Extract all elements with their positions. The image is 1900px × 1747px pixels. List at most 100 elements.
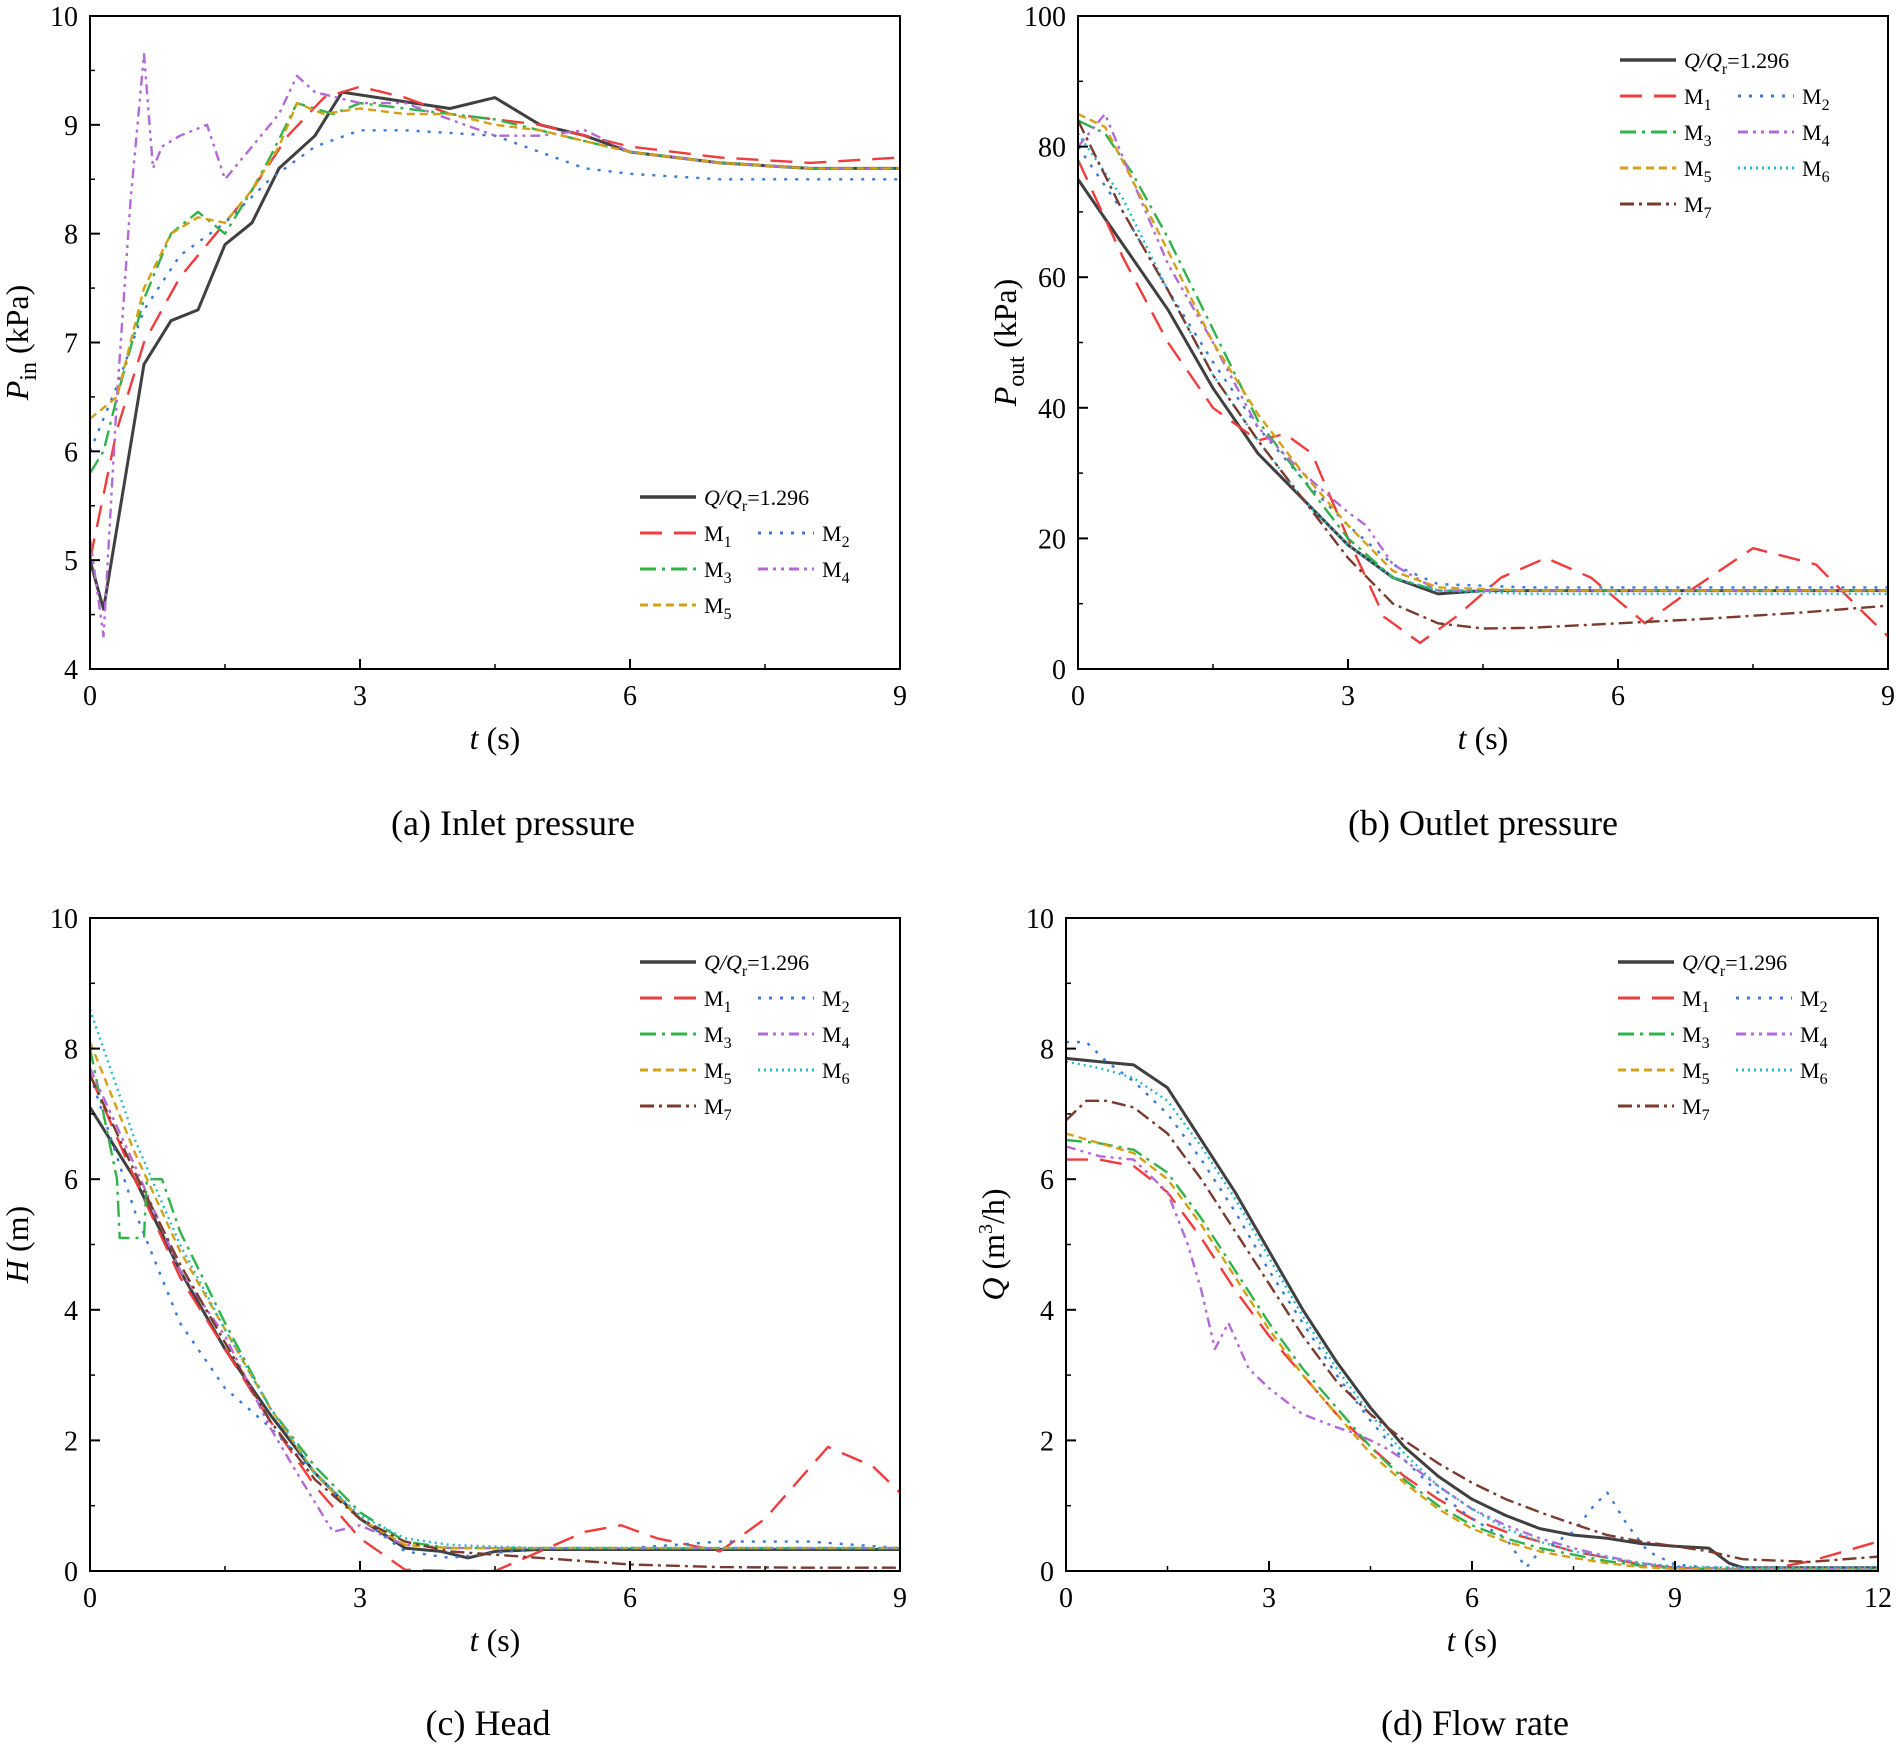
y-axis-unit-rest: /h) xyxy=(975,1188,1011,1224)
legend-entry-m4: M4 xyxy=(1736,1022,1828,1052)
legend-entry-m7: M7 xyxy=(1618,1094,1710,1124)
legend-entry-m2: M2 xyxy=(758,521,850,551)
y-axis-title: H (m) xyxy=(0,1206,35,1284)
legend-label: M6 xyxy=(1800,1058,1828,1088)
y-axis-title: Pout (kPa) xyxy=(987,279,1030,408)
legend-entry-exp: Q/Qr=1.296 xyxy=(1618,950,1787,980)
x-tick-label: 9 xyxy=(1881,681,1895,712)
legend-label: M1 xyxy=(1682,986,1710,1016)
legend-entry-m6: M6 xyxy=(1738,156,1830,186)
series-line-m4 xyxy=(90,1067,900,1550)
x-tick-label: 9 xyxy=(1668,1583,1682,1614)
y-axis-title: Q (m3/h) xyxy=(975,1188,1011,1300)
x-tick-label: 0 xyxy=(1059,1583,1073,1614)
legend-entry-m5: M5 xyxy=(640,1058,732,1088)
x-axis-title: t (s) xyxy=(470,720,521,756)
legend-label: M3 xyxy=(1682,1022,1710,1052)
legend-label: M7 xyxy=(704,1094,732,1124)
x-tick-label: 12 xyxy=(1864,1583,1892,1614)
y-tick-label: 5 xyxy=(64,546,78,577)
legend-entry-m2: M2 xyxy=(1736,986,1828,1016)
y-tick-label: 100 xyxy=(1024,2,1066,33)
y-tick-label: 8 xyxy=(64,220,78,251)
legend-label: M3 xyxy=(704,1022,732,1052)
y-tick-label: 8 xyxy=(1040,1035,1054,1066)
y-axis-unit: (kPa) xyxy=(0,285,35,362)
series-line-exp xyxy=(1066,1056,1878,1570)
legend-entry-m1: M1 xyxy=(640,521,732,551)
series-line-m5 xyxy=(1078,112,1888,592)
y-tick-label: 0 xyxy=(64,1557,78,1588)
legend-entry-exp: Q/Qr=1.296 xyxy=(640,485,809,515)
y-tick-label: 80 xyxy=(1038,133,1066,164)
series-line-m4 xyxy=(1066,1145,1878,1571)
series-line-m2 xyxy=(90,1074,900,1560)
legend-entry-m4: M4 xyxy=(1738,120,1830,150)
legend-entry-m2: M2 xyxy=(758,986,850,1016)
series-line-m7 xyxy=(90,1074,900,1569)
y-tick-label: 2 xyxy=(1040,1426,1054,1457)
series-line-m6 xyxy=(1066,1060,1878,1569)
x-axis-unit: (s) xyxy=(1467,720,1509,756)
x-axis-variable: t xyxy=(1458,720,1468,756)
series-line-m6 xyxy=(90,1009,900,1550)
y-tick-label: 40 xyxy=(1038,394,1066,425)
y-tick-label: 4 xyxy=(64,655,78,686)
legend-entry-m3: M3 xyxy=(1618,1022,1710,1052)
legend-label: M4 xyxy=(822,557,850,587)
series-line-m6 xyxy=(1078,132,1888,596)
caption-inlet-pressure: (a) Inlet pressure xyxy=(391,803,635,843)
x-tick-label: 9 xyxy=(893,681,907,712)
legend-entry-m6: M6 xyxy=(758,1058,850,1088)
x-axis-variable: t xyxy=(470,1622,480,1658)
y-tick-label: 20 xyxy=(1038,524,1066,555)
x-axis-variable: t xyxy=(1447,1622,1457,1658)
legend-label: M4 xyxy=(822,1022,850,1052)
legend-label: Q/Qr=1.296 xyxy=(1682,950,1787,980)
y-tick-label: 7 xyxy=(64,329,78,360)
legend-label: Q/Qr=1.296 xyxy=(1684,48,1789,78)
series-line-m4 xyxy=(90,52,900,638)
legend-label: M2 xyxy=(822,521,850,551)
y-axis-variable: Q xyxy=(975,1277,1011,1300)
x-tick-label: 3 xyxy=(353,1583,367,1614)
y-tick-label: 10 xyxy=(50,904,78,935)
series-line-m1 xyxy=(90,85,900,561)
series-line-m3 xyxy=(90,1048,900,1550)
x-tick-label: 6 xyxy=(623,681,637,712)
legend-entry-m4: M4 xyxy=(758,557,850,587)
legend-entry-m7: M7 xyxy=(640,1094,732,1124)
legend-label: M3 xyxy=(704,557,732,587)
legend-entry-m5: M5 xyxy=(1620,156,1712,186)
x-tick-label: 0 xyxy=(83,1583,97,1614)
series-line-m7 xyxy=(1066,1099,1878,1564)
legend-label: M7 xyxy=(1682,1094,1710,1124)
y-tick-label: 0 xyxy=(1040,1557,1054,1588)
x-tick-label: 3 xyxy=(1341,681,1355,712)
series-line-exp xyxy=(90,1106,900,1560)
x-axis-title: t (s) xyxy=(470,1622,521,1658)
panel-outlet-pressure: (b) Outlet pressure 0 3 6 9 0 20 40 60 80 100 t (s… xyxy=(987,2,1895,843)
y-tick-label: 2 xyxy=(64,1426,78,1457)
series-group xyxy=(1066,1040,1878,1571)
legend: Q/Qr=1.296 M1 M2 M3 M4 M5 M6 M7 xyxy=(640,950,850,1124)
legend-label: M1 xyxy=(704,521,732,551)
y-axis-variable: P xyxy=(987,387,1023,408)
legend-entry-exp: Q/Qr=1.296 xyxy=(1620,48,1789,78)
series-group xyxy=(90,52,900,638)
x-axis-title: t (s) xyxy=(1447,1622,1498,1658)
y-axis-variable: H xyxy=(0,1258,35,1284)
x-tick-label: 0 xyxy=(83,681,97,712)
series-group xyxy=(1078,112,1888,645)
legend-entry-m1: M1 xyxy=(1618,986,1710,1016)
y-axis-subscript: out xyxy=(1004,356,1030,387)
legend: Q/Qr=1.296 M1 M2 M3 M4 M5 xyxy=(640,485,850,623)
legend-label: M5 xyxy=(704,1058,732,1088)
x-axis-title: t (s) xyxy=(1458,720,1509,756)
legend-entry-m1: M1 xyxy=(640,986,732,1016)
legend-label: Q/Qr=1.296 xyxy=(704,485,809,515)
y-tick-label: 6 xyxy=(64,1165,78,1196)
y-axis-superscript: 3 xyxy=(975,1224,997,1234)
